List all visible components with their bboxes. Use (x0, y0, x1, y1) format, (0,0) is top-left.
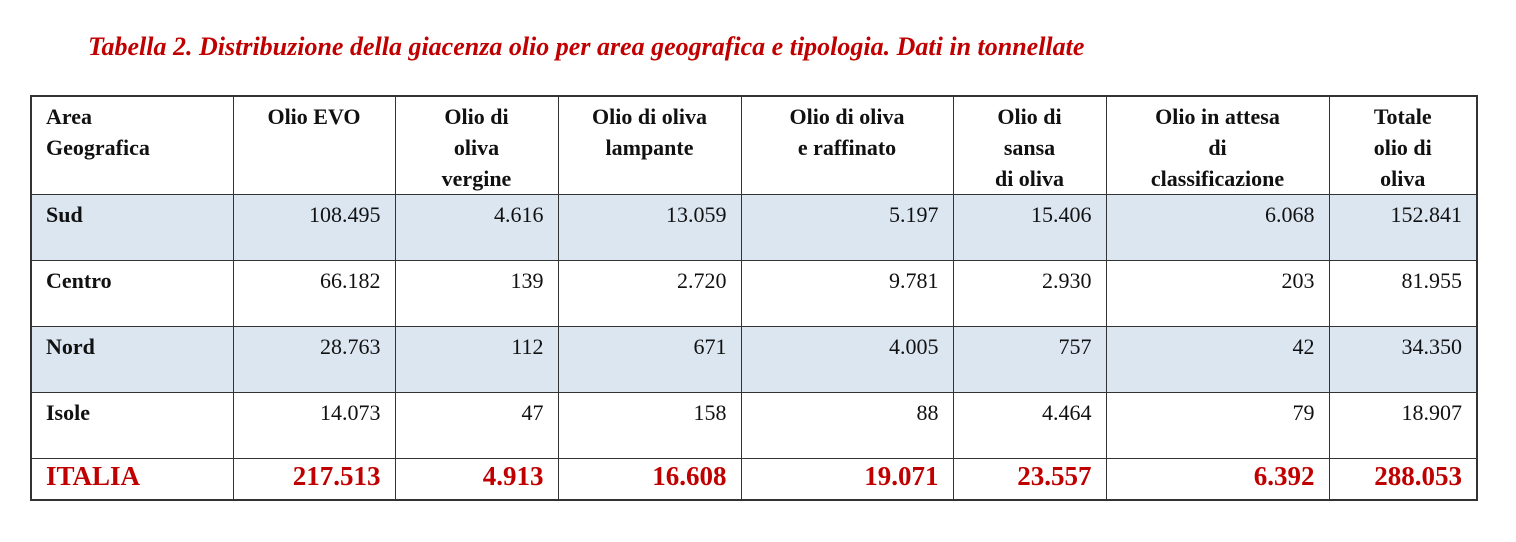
table-row: Sud 108.495 4.616 13.059 5.197 15.406 6.068 152… (30, 194, 1478, 261)
header-cell: Olio di oliva e raffinato (740, 95, 954, 195)
header-line: classificazione (1150, 166, 1285, 191)
cell: 4.616 (394, 194, 559, 261)
header-line: Area (46, 104, 93, 129)
header-line: Totale (1373, 104, 1432, 129)
table-title: Tabella 2. Distribuzione della giacenza … (88, 32, 1085, 61)
header-cell: Olio di oliva vergine (394, 95, 559, 195)
cell: 28.763 (232, 326, 396, 393)
cell: 2.720 (557, 260, 742, 327)
total-cell: 23.557 (952, 458, 1107, 501)
cell: 34.350 (1328, 326, 1478, 393)
cell: 15.406 (952, 194, 1107, 261)
cell: 4.005 (740, 326, 954, 393)
row-label: Sud (30, 194, 234, 261)
table-row: Isole 14.073 47 158 88 4.464 79 18.907 (30, 392, 1478, 459)
total-cell: 4.913 (394, 458, 559, 501)
header-line: vergine (441, 166, 512, 191)
cell: 203 (1105, 260, 1330, 327)
header-line: e raffinato (797, 135, 897, 160)
header-cell: Olio di oliva lampante (557, 95, 742, 195)
cell: 6.068 (1105, 194, 1330, 261)
cell: 139 (394, 260, 559, 327)
cell: 18.907 (1328, 392, 1478, 459)
cell: 79 (1105, 392, 1330, 459)
cell: 108.495 (232, 194, 396, 261)
table: Area Geografica Olio EVO Olio di oliva vergin… (30, 95, 1478, 501)
total-row: ITALIA 217.513 4.913 16.608 19.071 23.557 6.39… (30, 458, 1478, 501)
total-label: ITALIA (30, 458, 234, 501)
table-body: Sud 108.495 4.616 13.059 5.197 15.406 6.068 152… (30, 194, 1478, 501)
total-cell: 217.513 (232, 458, 396, 501)
header-line: di oliva (994, 166, 1065, 191)
header-line: Olio in attesa (1155, 104, 1280, 129)
header-line: Olio di (997, 104, 1062, 129)
header-cell: Olio di sansa di oliva (952, 95, 1107, 195)
header-line: di (1208, 135, 1227, 160)
table-row: Centro 66.182 139 2.720 9.781 2.930 203 81.955 (30, 260, 1478, 327)
header-line: lampante (605, 135, 694, 160)
row-label: Nord (30, 326, 234, 393)
row-label: Centro (30, 260, 234, 327)
cell: 2.930 (952, 260, 1107, 327)
table-header: Area Geografica Olio EVO Olio di oliva vergin… (30, 95, 1478, 195)
header-cell: Totale olio di oliva (1328, 95, 1478, 195)
header-cell: Area Geografica (30, 95, 234, 195)
cell: 757 (952, 326, 1107, 393)
cell: 14.073 (232, 392, 396, 459)
header-row: Area Geografica Olio EVO Olio di oliva vergin… (30, 95, 1478, 195)
header-line: olio di (1373, 135, 1432, 160)
cell: 5.197 (740, 194, 954, 261)
header-line: Olio EVO (267, 104, 361, 129)
header-line: oliva (1380, 166, 1426, 191)
header-line: sansa (1003, 135, 1056, 160)
header-line: Geografica (46, 135, 150, 160)
total-cell: 6.392 (1105, 458, 1330, 501)
cell: 47 (394, 392, 559, 459)
cell: 88 (740, 392, 954, 459)
cell: 81.955 (1328, 260, 1478, 327)
header-line: Olio di oliva (592, 104, 707, 129)
cell: 112 (394, 326, 559, 393)
total-cell: 16.608 (557, 458, 742, 501)
row-label: Isole (30, 392, 234, 459)
cell: 42 (1105, 326, 1330, 393)
cell: 152.841 (1328, 194, 1478, 261)
header-cell: Olio in attesa di classificazione (1105, 95, 1330, 195)
cell: 671 (557, 326, 742, 393)
cell: 66.182 (232, 260, 396, 327)
total-cell: 288.053 (1328, 458, 1478, 501)
cell: 158 (557, 392, 742, 459)
table-row: Nord 28.763 112 671 4.005 757 42 34.350 (30, 326, 1478, 393)
header-line: Olio di (444, 104, 509, 129)
header-cell: Olio EVO (232, 95, 396, 195)
cell: 9.781 (740, 260, 954, 327)
header-line: oliva (453, 135, 500, 160)
header-line: Olio di oliva (789, 104, 905, 129)
total-cell: 19.071 (740, 458, 954, 501)
cell: 13.059 (557, 194, 742, 261)
cell: 4.464 (952, 392, 1107, 459)
